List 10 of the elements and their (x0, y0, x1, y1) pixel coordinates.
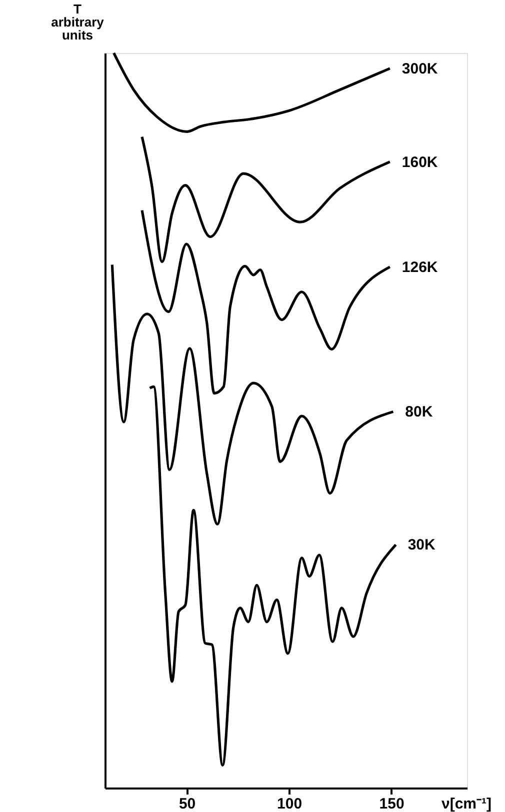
x-axis-title: ν[cm⁻¹] (442, 796, 492, 812)
series-label: 160K (402, 154, 438, 171)
x-tick-label: 100 (277, 796, 302, 812)
x-tick-label: 150 (379, 796, 404, 812)
series-label: 80K (405, 404, 433, 421)
series-label: 126K (402, 258, 438, 276)
series-label: 30K (408, 536, 436, 554)
series-label: 300K (402, 60, 438, 78)
y-axis-title: T arbitrary units (51, 2, 105, 42)
x-tick-label: 50 (178, 796, 196, 812)
